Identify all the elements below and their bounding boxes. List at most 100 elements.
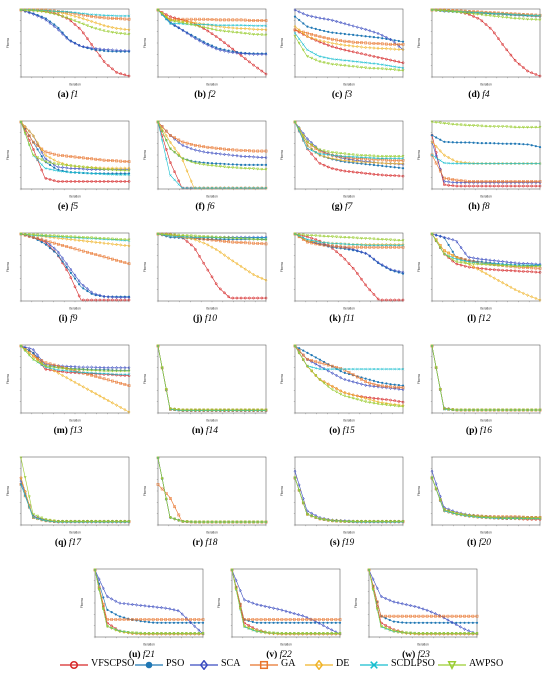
- series-line-de: [294, 26, 404, 50]
- vfscpso-marker: [111, 373, 114, 377]
- pso-marker: [44, 243, 48, 246]
- ga-marker: [459, 179, 463, 182]
- plot-frame: [157, 120, 267, 190]
- awpso-marker: [40, 10, 44, 14]
- awpso-marker: [343, 236, 347, 240]
- de-marker: [372, 242, 376, 247]
- panel-caption: (i) f9: [3, 314, 133, 324]
- scdlpso-marker: [214, 23, 218, 27]
- series-line-awpso: [157, 457, 266, 523]
- scdlpso-marker: [335, 154, 338, 157]
- awpso-marker: [206, 163, 210, 167]
- vfscpso-marker: [505, 48, 509, 52]
- panel-function-name: f22: [277, 650, 292, 660]
- de-marker: [40, 147, 44, 152]
- ga-marker: [210, 146, 214, 150]
- awpso-marker: [530, 264, 534, 268]
- de-marker: [119, 166, 123, 171]
- awpso-marker: [73, 164, 77, 168]
- awpso-marker: [376, 67, 380, 71]
- vfscpso-marker: [351, 50, 355, 54]
- scdlpso-marker: [198, 186, 201, 190]
- sca-marker: [239, 154, 243, 159]
- scdlpso-marker: [372, 62, 376, 65]
- vfscpso-marker: [534, 73, 538, 76]
- ga-marker: [331, 37, 334, 41]
- pso-marker: [61, 260, 64, 263]
- pso-marker: [343, 32, 346, 36]
- vfscpso-marker: [223, 41, 226, 45]
- sca-marker: [409, 603, 412, 608]
- de-marker: [264, 278, 268, 283]
- scdlpso-marker: [372, 243, 376, 247]
- awpso-marker: [102, 520, 106, 524]
- awpso-marker: [198, 162, 202, 166]
- sca-marker: [297, 612, 300, 617]
- de-marker: [98, 22, 102, 27]
- vfscpso-marker: [385, 57, 388, 61]
- awpso-marker: [526, 516, 530, 520]
- pso-marker: [472, 141, 475, 144]
- de-marker: [347, 43, 351, 48]
- pso-marker: [405, 621, 408, 624]
- scdlpso-marker: [302, 139, 305, 142]
- pso-marker: [219, 162, 222, 165]
- sca-marker: [517, 180, 521, 185]
- series-line-sca: [20, 481, 129, 522]
- awpso-marker: [85, 24, 89, 28]
- sca-marker: [123, 295, 127, 300]
- sca-marker: [73, 166, 77, 171]
- vfscpso-marker: [443, 183, 446, 187]
- sca-marker: [430, 469, 434, 474]
- pso-marker: [172, 621, 176, 624]
- awpso-marker: [526, 17, 530, 21]
- awpso-marker: [52, 519, 56, 523]
- sca-marker: [335, 373, 338, 378]
- pso-marker: [252, 163, 255, 166]
- series-line-vfscpso: [21, 9, 130, 77]
- vfscpso-marker: [106, 180, 110, 183]
- sca-marker: [368, 254, 372, 258]
- awpso-marker: [505, 125, 509, 129]
- sca-marker: [197, 628, 201, 632]
- scdlpso-marker: [517, 13, 521, 17]
- series-line-ga: [294, 29, 403, 45]
- de-marker: [252, 272, 255, 277]
- panel-caption: (h) f8: [414, 202, 544, 212]
- de-marker: [73, 14, 77, 19]
- sca-marker: [36, 353, 40, 357]
- x-axis-title: Iteration: [69, 83, 81, 87]
- ga-marker: [385, 385, 388, 388]
- scdlpso-marker: [57, 169, 60, 173]
- awpso-marker: [139, 631, 143, 635]
- sca-marker: [284, 609, 288, 614]
- ga-marker: [260, 19, 264, 22]
- de-marker: [243, 26, 247, 31]
- sca-marker: [119, 48, 123, 53]
- scdlpso-marker: [206, 186, 210, 190]
- scdlpso-marker: [356, 243, 359, 246]
- awpso-marker: [355, 65, 359, 69]
- ga-marker: [40, 238, 44, 242]
- awpso-marker: [19, 232, 23, 236]
- scdlpso-marker: [339, 154, 342, 158]
- panel-f21: Fitness Iteration (u) f21: [77, 565, 207, 661]
- vfscpso-marker: [393, 174, 397, 178]
- de-marker: [231, 259, 235, 263]
- sca-marker: [110, 295, 114, 299]
- awpso-marker: [56, 163, 60, 167]
- sca-marker: [301, 496, 305, 501]
- ga-marker: [530, 266, 534, 270]
- vfscpso-marker: [189, 243, 193, 247]
- series-line-awpso: [20, 121, 130, 172]
- scdlpso-marker: [165, 17, 168, 21]
- sca-marker: [97, 577, 101, 581]
- pso-marker: [322, 621, 325, 624]
- sca-marker: [130, 602, 134, 607]
- awpso-marker: [313, 632, 317, 636]
- scdlpso-marker: [393, 65, 396, 68]
- ga-marker: [198, 17, 201, 21]
- awpso-marker: [222, 236, 226, 240]
- pso-marker: [493, 142, 496, 145]
- awpso-marker: [521, 17, 525, 21]
